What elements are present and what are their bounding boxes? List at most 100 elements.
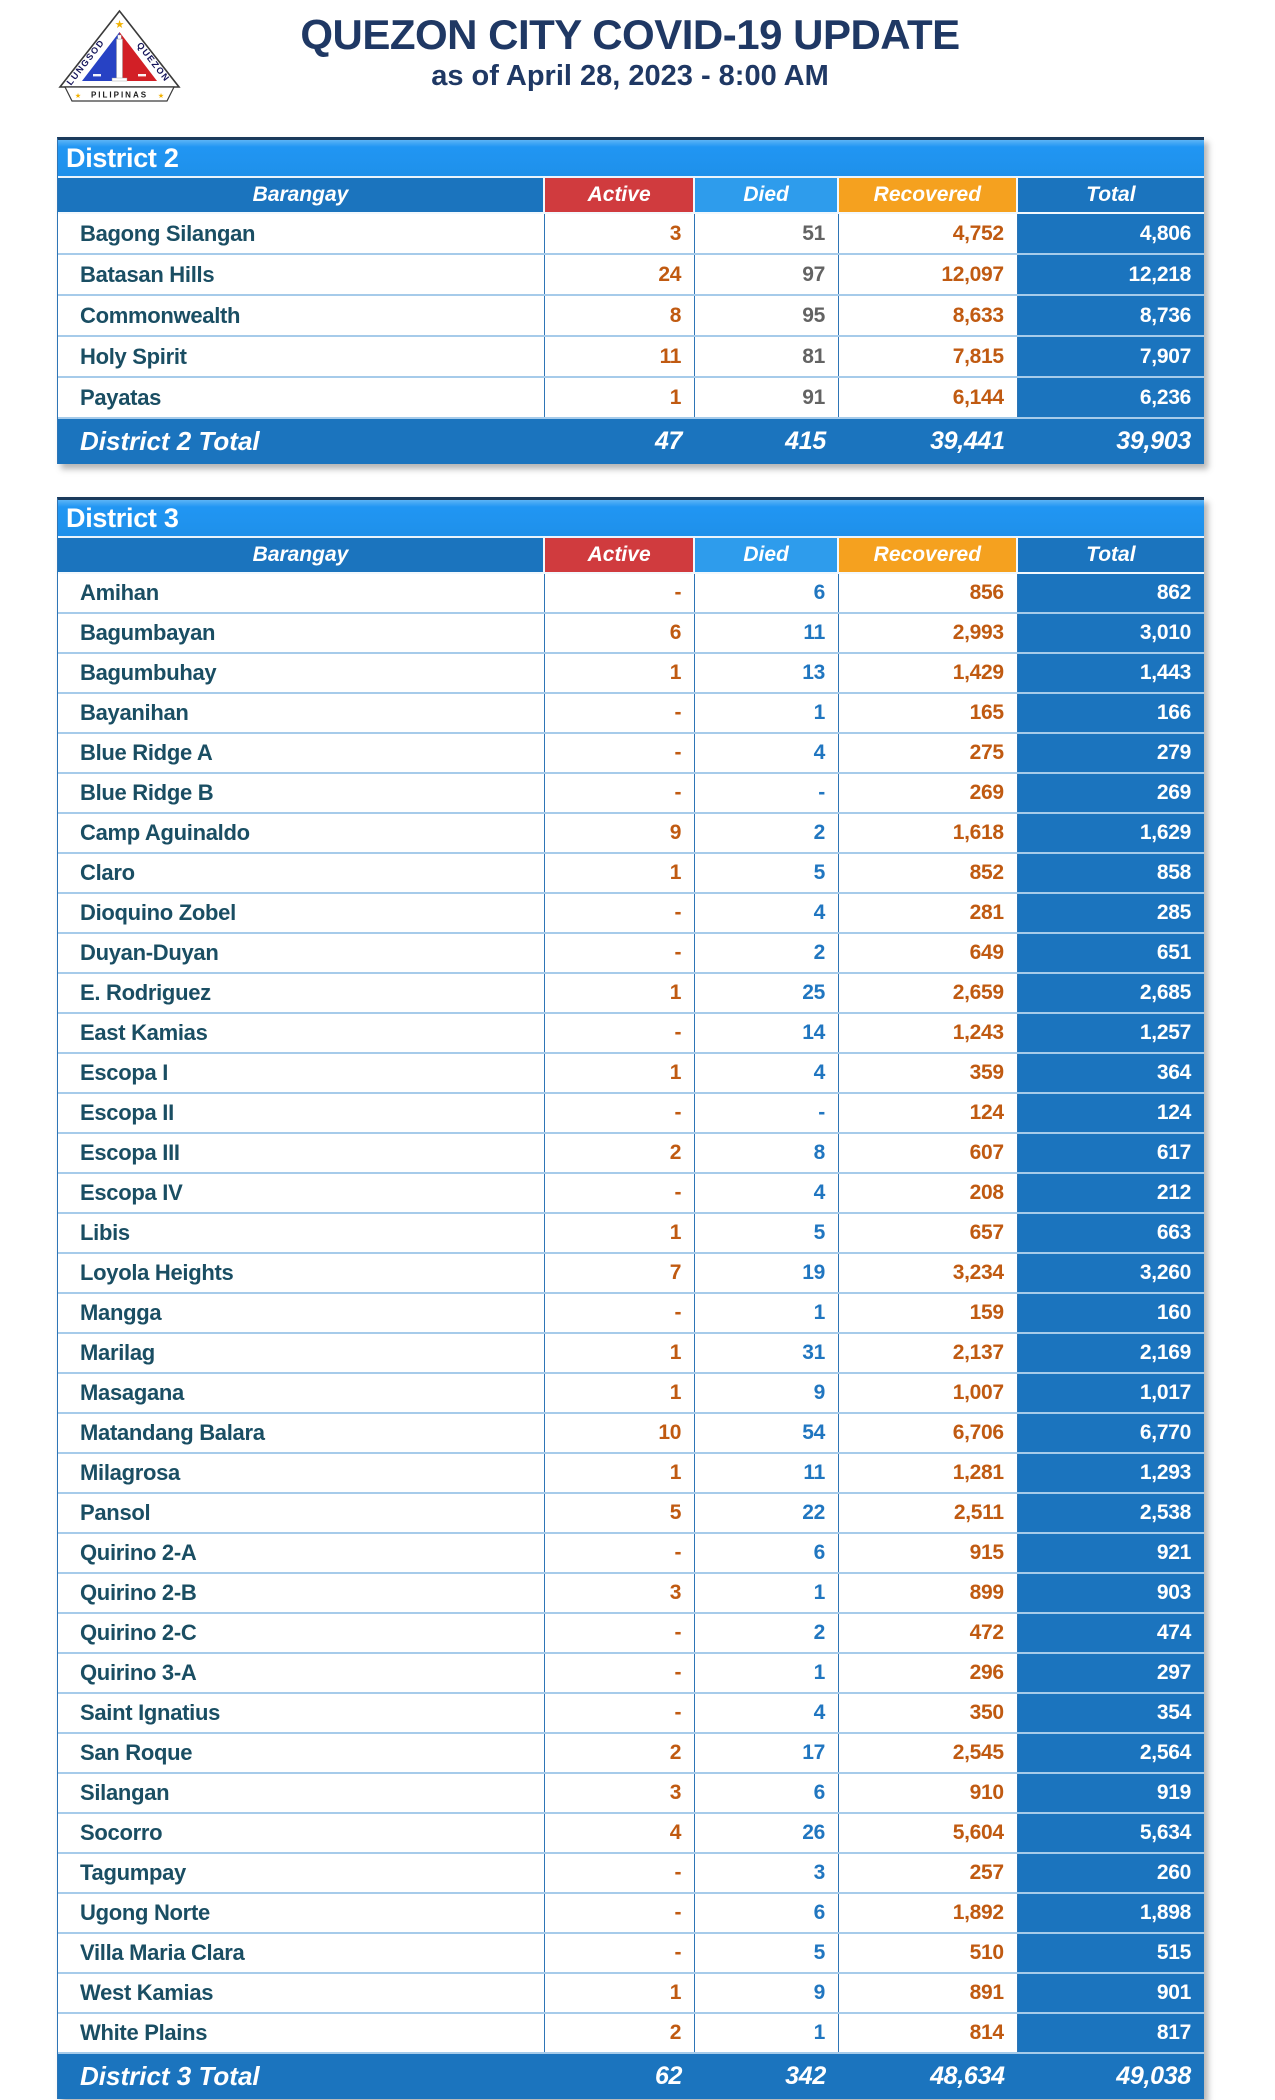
recovered-value-cell: 257 — [839, 1854, 1018, 1892]
total-value-cell: 3,260 — [1017, 1254, 1204, 1292]
total-value-cell: 858 — [1017, 854, 1204, 892]
total-value-cell: 260 — [1017, 1854, 1204, 1892]
star-icon: ★ — [158, 92, 164, 100]
total-value-cell: 1,898 — [1017, 1894, 1204, 1932]
column-header-recovered: Recovered — [838, 538, 1018, 572]
active-value-cell: - — [545, 1014, 696, 1052]
active-value-cell: - — [545, 1534, 696, 1572]
active-value-cell: 11 — [545, 337, 696, 376]
died-value-cell: 1 — [695, 1294, 839, 1332]
recovered-value-cell: 208 — [839, 1174, 1018, 1212]
died-value-cell: - — [695, 774, 839, 812]
died-value-cell: 4 — [695, 1694, 839, 1732]
table-row: Camp Aguinaldo 9 2 1,618 1,629 — [58, 814, 1204, 854]
total-value-cell: 817 — [1017, 2014, 1204, 2052]
table-row: Masagana 1 9 1,007 1,017 — [58, 1374, 1204, 1414]
recovered-value-cell: 607 — [839, 1134, 1018, 1172]
page-subtitle: as of April 28, 2023 - 8:00 AM — [431, 60, 829, 92]
recovered-value-cell: 657 — [839, 1214, 1018, 1252]
recovered-value-cell: 856 — [839, 574, 1018, 612]
active-value-cell: 1 — [545, 378, 696, 417]
active-value-cell: 1 — [545, 1374, 696, 1412]
died-value-cell: 19 — [695, 1254, 839, 1292]
died-value-cell: 31 — [695, 1334, 839, 1372]
table-row: Matandang Balara 10 54 6,706 6,770 — [58, 1414, 1204, 1454]
active-value-cell: 3 — [545, 1774, 696, 1812]
barangay-name-cell: Libis — [58, 1214, 546, 1252]
active-value-cell: 1 — [545, 1974, 696, 2012]
seal-detail-right — [138, 74, 146, 77]
recovered-value-cell: 649 — [839, 934, 1018, 972]
total-value-cell: 7,907 — [1017, 337, 1204, 376]
title-block: QUEZON CITY COVID-19 UPDATE as of April … — [57, 0, 1203, 92]
recovered-value-cell: 8,633 — [839, 296, 1018, 335]
died-value-cell: 2 — [695, 814, 839, 852]
table-row: Escopa II - -124 124 — [58, 1094, 1204, 1134]
active-value-cell: - — [545, 1894, 696, 1932]
active-value-cell: 7 — [545, 1254, 696, 1292]
total-value-cell: 166 — [1017, 694, 1204, 732]
total-value-cell: 269 — [1017, 774, 1204, 812]
seal-banner — [64, 86, 175, 102]
total-value-cell: 2,538 — [1017, 1494, 1204, 1532]
active-value-cell: - — [545, 574, 696, 612]
active-value-cell: 2 — [545, 1734, 696, 1772]
barangay-name-cell: Commonwealth — [58, 296, 546, 335]
total-value-cell: 921 — [1017, 1534, 1204, 1572]
died-value-cell: 5 — [695, 1214, 839, 1252]
table-row: Quirino 3-A -1 296 297 — [58, 1654, 1204, 1694]
active-value-cell: - — [545, 1174, 696, 1212]
died-value-cell: 6 — [695, 1894, 839, 1932]
total-value-cell: 12,218 — [1017, 255, 1204, 294]
recovered-value-cell: 1,007 — [839, 1374, 1018, 1412]
barangay-name-cell: E. Rodriguez — [58, 974, 546, 1012]
recovered-value-cell: 3,234 — [839, 1254, 1018, 1292]
died-value-cell: 4 — [695, 894, 839, 932]
total-value-cell: 4,806 — [1017, 214, 1204, 253]
died-value-cell: 95 — [695, 296, 839, 335]
barangay-name-cell: Socorro — [58, 1814, 546, 1852]
barangay-name-cell: Mangga — [58, 1294, 546, 1332]
total-value-cell: 2,685 — [1017, 974, 1204, 1012]
total-value-cell: 160 — [1017, 1294, 1204, 1332]
total-value-cell: 901 — [1017, 1974, 1204, 2012]
died-value-cell: 81 — [695, 337, 839, 376]
barangay-name-cell: Saint Ignatius — [58, 1694, 546, 1732]
total-value-cell: 354 — [1017, 1694, 1204, 1732]
table-row: Bagumbayan 6 11 2,993 3,010 — [58, 614, 1204, 654]
barangay-name-cell: Escopa IV — [58, 1174, 546, 1212]
table-row: Loyola Heights 7 19 3,234 3,260 — [58, 1254, 1204, 1294]
died-value-cell: 25 — [695, 974, 839, 1012]
active-value-cell: 5 — [545, 1494, 696, 1532]
district-total-row: District 2 Total 47 415 39,441 39,903 — [58, 419, 1204, 464]
total-value-cell: 663 — [1017, 1214, 1204, 1252]
table-row: West Kamias 1 9 891 901 — [58, 1974, 1204, 2014]
recovered-value-cell: 2,993 — [839, 614, 1018, 652]
obelisk-icon — [116, 38, 123, 81]
table-row: Libis 1 5 657 663 — [58, 1214, 1204, 1254]
total-value-cell: 617 — [1017, 1134, 1204, 1172]
recovered-value-cell: 510 — [839, 1934, 1018, 1972]
active-value-cell: 1 — [545, 1214, 696, 1252]
total-value-cell: 862 — [1017, 574, 1204, 612]
table-row: Claro 1 5 852 858 — [58, 854, 1204, 894]
district-band-label: District 2 — [66, 142, 179, 173]
total-value-cell: 285 — [1017, 894, 1204, 932]
page-header: ★ LUNGSOD QUEZON ★ PILIPINAS ★ QUEZON CI… — [57, 0, 1203, 137]
recovered-value-cell: 899 — [839, 1574, 1018, 1612]
active-value-cell: 10 — [545, 1414, 696, 1452]
recovered-value-cell: 6,144 — [839, 378, 1018, 417]
recovered-value-cell: 159 — [839, 1294, 1018, 1332]
recovered-value-cell: 814 — [839, 2014, 1018, 2052]
active-value-cell: 1 — [545, 1454, 696, 1492]
table-row: Blue Ridge A -4 275 279 — [58, 734, 1204, 774]
total-value-cell: 3,010 — [1017, 614, 1204, 652]
total-value-cell: 279 — [1017, 734, 1204, 772]
died-value-cell: 6 — [695, 1534, 839, 1572]
table-row: Bayanihan -1 165 166 — [58, 694, 1204, 734]
active-value-cell: - — [545, 734, 696, 772]
active-value-cell: 9 — [545, 814, 696, 852]
total-died-cell: 415 — [785, 427, 826, 455]
barangay-name-cell: Bayanihan — [58, 694, 546, 732]
barangay-name-cell: Escopa II — [58, 1094, 546, 1132]
